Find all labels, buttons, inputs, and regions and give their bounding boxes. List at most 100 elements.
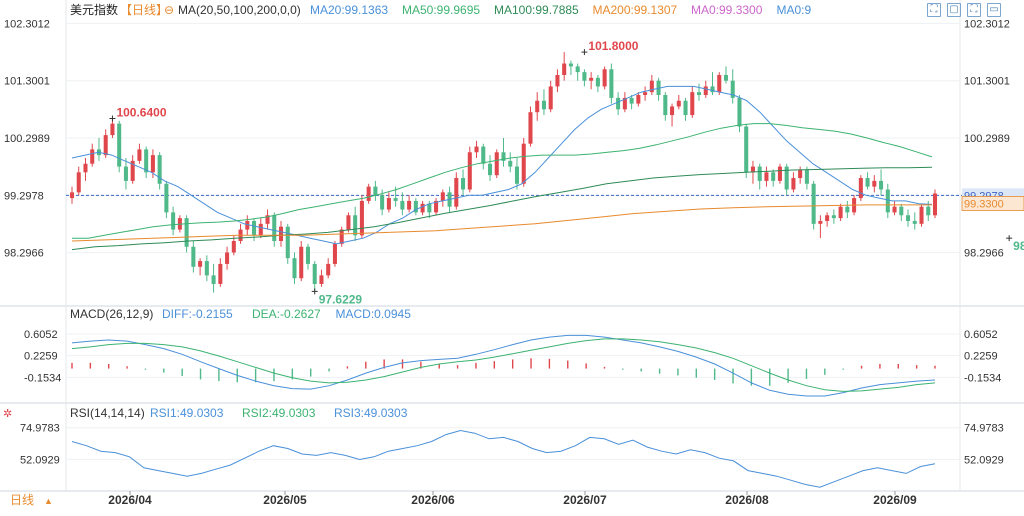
candle-body xyxy=(245,220,250,230)
candle-body xyxy=(353,215,358,236)
candle-body xyxy=(420,203,425,213)
candle-body xyxy=(218,263,223,284)
candle-body xyxy=(407,200,412,210)
candle-body xyxy=(791,178,796,190)
candle-body xyxy=(649,80,654,93)
candle-body xyxy=(899,206,904,216)
period-selector: 【日线】 xyxy=(120,3,168,17)
candle-body xyxy=(76,172,81,193)
candle-body xyxy=(292,258,297,279)
restore-icon[interactable]: ▢ xyxy=(947,3,961,17)
candle-body xyxy=(494,152,499,176)
expand-icon[interactable]: ⛶ xyxy=(967,3,981,17)
price-tick-left: 100.2989 xyxy=(4,133,50,145)
ma-line-ma200 xyxy=(71,204,932,242)
candle-body xyxy=(919,206,924,224)
window-icon[interactable]: ▭ xyxy=(987,3,1001,17)
x-tick-label: 2026/08 xyxy=(725,493,769,507)
extreme-price-label: 100.6400 xyxy=(116,105,166,119)
price-tick-left: 98.2966 xyxy=(4,248,44,260)
candle-body xyxy=(332,243,337,264)
macd-indicator-name: MACD(26,12,9) xyxy=(70,307,153,321)
candle-body xyxy=(225,252,230,264)
rsi-tick-right: 74.9783 xyxy=(964,423,1004,435)
x-tick-label: 2026/06 xyxy=(411,493,455,507)
candle-body xyxy=(144,149,149,173)
ma-legend-value: MA200:99.1307 xyxy=(593,3,678,17)
candle-body xyxy=(838,206,843,219)
candle-body xyxy=(798,169,803,179)
candle-body xyxy=(467,152,472,190)
candle-body xyxy=(750,166,755,173)
candle-body xyxy=(710,86,715,93)
candle-body xyxy=(130,160,135,181)
candle-body xyxy=(703,86,708,96)
macd-legend-value: MACD:0.0945 xyxy=(336,307,412,321)
candle-body xyxy=(737,97,742,127)
candle-body xyxy=(845,206,850,213)
candle-body xyxy=(481,146,486,164)
macd-tick-left: 0.6052 xyxy=(24,329,58,341)
candle-body xyxy=(535,100,540,113)
candle-body xyxy=(528,112,533,144)
candle-body xyxy=(858,178,863,199)
candle-body xyxy=(771,172,776,181)
candle-body xyxy=(258,223,263,236)
candle-body xyxy=(211,275,216,284)
candle-body xyxy=(932,193,938,216)
macd-tick-right: -0.1534 xyxy=(964,372,1001,384)
candle-body xyxy=(636,95,641,104)
x-tick-label: 2026/09 xyxy=(873,493,917,507)
candle-body xyxy=(461,178,466,190)
candle-body xyxy=(359,200,364,236)
candle-body xyxy=(906,215,911,221)
ma-legend-value: MA0:99.3300 xyxy=(691,3,763,17)
candle-body xyxy=(110,123,115,136)
candle-body xyxy=(879,180,884,190)
candle-body xyxy=(825,215,830,221)
ma-legend-value: MA100:99.7885 xyxy=(494,3,579,17)
candle-body xyxy=(204,261,209,276)
candle-body xyxy=(278,226,284,242)
candle-body xyxy=(339,229,344,244)
macd-legend-value: DIFF:-0.2155 xyxy=(162,307,233,321)
candle-body xyxy=(764,172,769,181)
candle-body xyxy=(784,166,789,190)
ma-line-ma50 xyxy=(72,123,933,239)
macd-tick-left: 0.2259 xyxy=(24,351,58,363)
candle-body xyxy=(265,215,270,224)
ma-legend-value: MA20:99.1363 xyxy=(310,3,388,17)
macd-dea-line xyxy=(71,338,936,392)
rsi-legend-value: RSI1:49.0303 xyxy=(150,406,224,420)
macd-tick-right: 0.6052 xyxy=(964,329,998,341)
candle-body xyxy=(831,215,836,219)
price-tick-right: 101.3001 xyxy=(964,76,1010,88)
price-tick-left: 99.2978 xyxy=(4,190,44,202)
candle-body xyxy=(514,166,520,184)
candle-body xyxy=(103,135,108,156)
candle-body xyxy=(609,69,614,98)
candle-body xyxy=(717,74,722,93)
settings-icon: ⊖ xyxy=(164,3,174,17)
candle-body xyxy=(69,192,75,199)
candle-body xyxy=(454,178,459,207)
candle-body xyxy=(191,246,196,267)
price-tick-left: 101.3001 xyxy=(4,76,50,88)
price-tick-right: 100.2989 xyxy=(964,133,1010,145)
candle-body xyxy=(434,200,439,213)
candle-body xyxy=(562,63,567,75)
candle-body xyxy=(602,69,607,87)
candle-body xyxy=(400,200,405,210)
candle-body xyxy=(670,106,675,116)
candle-body xyxy=(582,72,587,81)
candle-body xyxy=(305,246,310,264)
rsi-indicator-name: RSI(14,14,14) xyxy=(70,406,145,420)
candle-body xyxy=(123,166,128,181)
ma-indicator-name: MA(20,50,100,200,0,0) xyxy=(178,3,301,17)
candle-body xyxy=(865,178,870,187)
fullscreen-icon[interactable]: ⛶ xyxy=(927,3,941,17)
extreme-price-label: 98.5490 xyxy=(1013,239,1024,253)
candle-body xyxy=(912,220,917,224)
